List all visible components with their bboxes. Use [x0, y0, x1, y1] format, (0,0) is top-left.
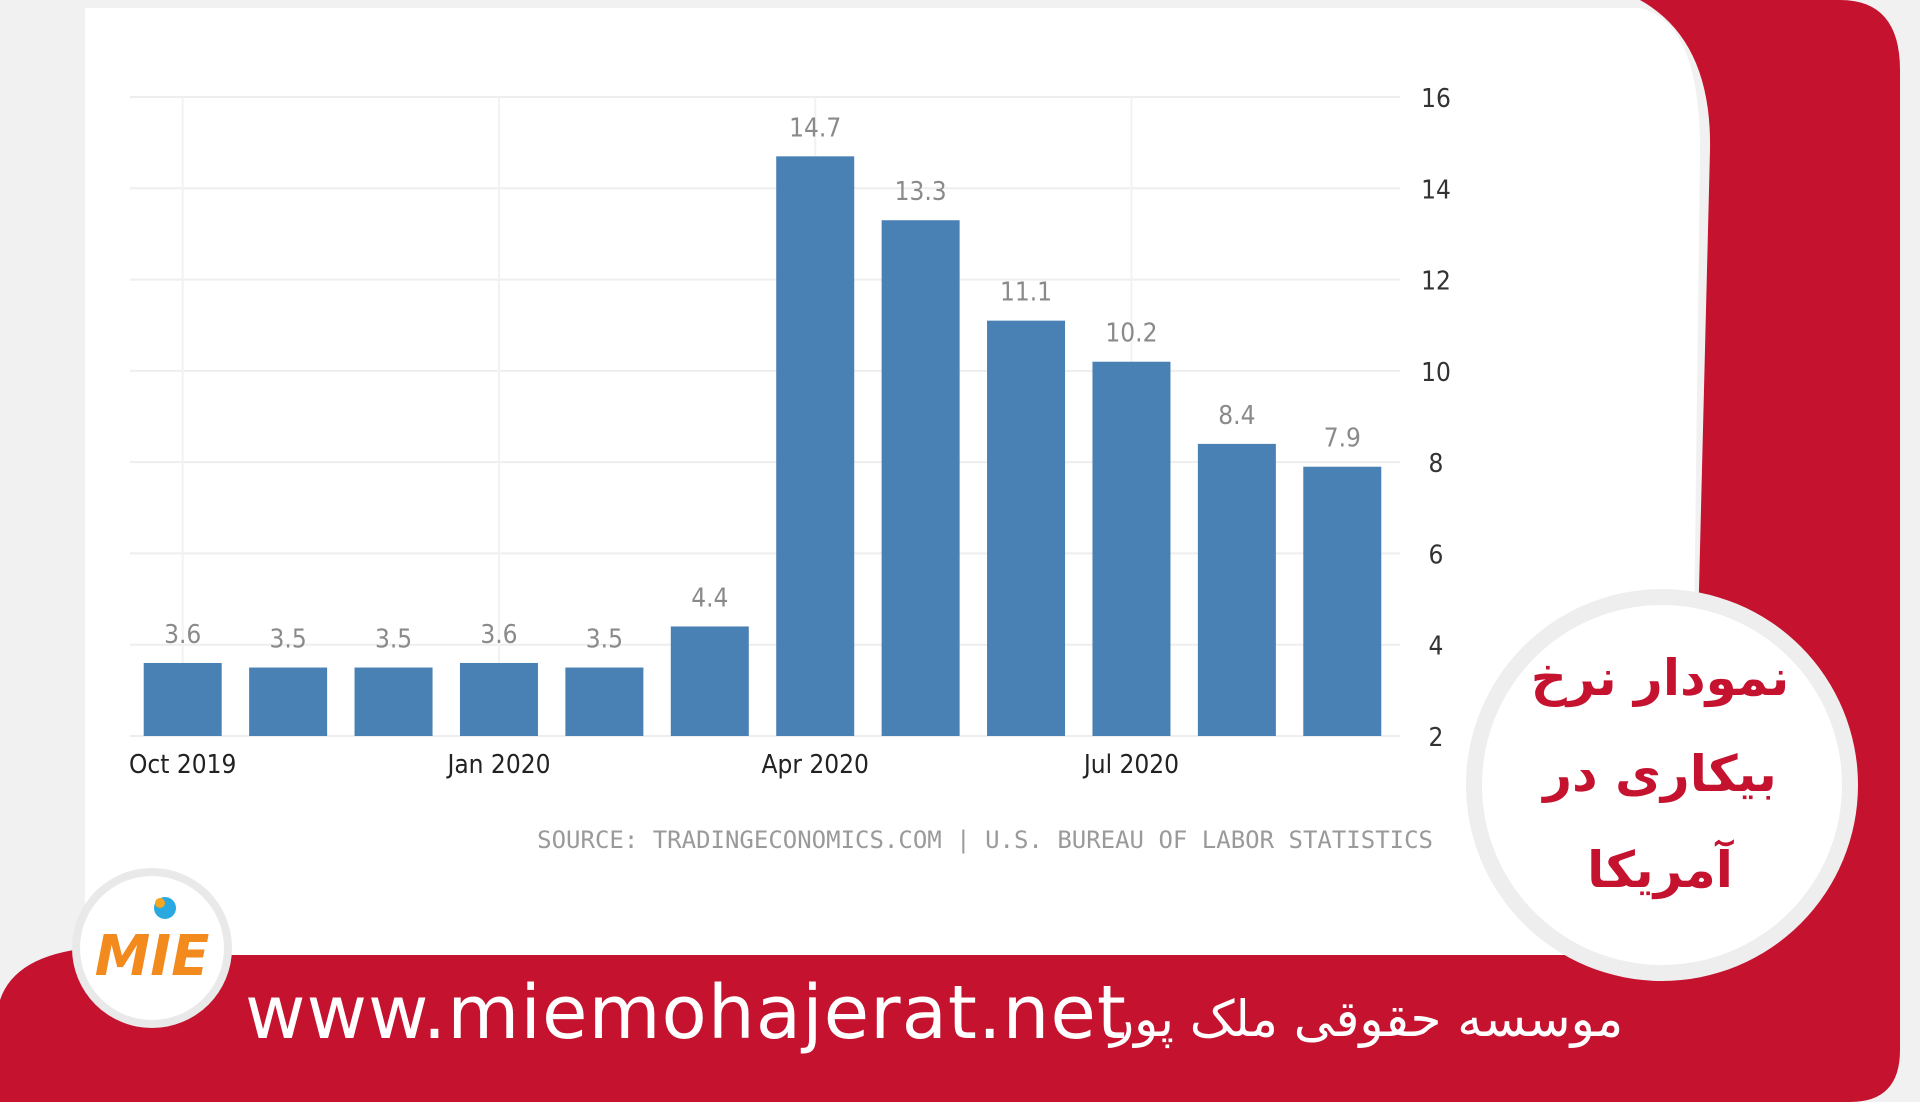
y-tick-label: 12: [1421, 267, 1451, 297]
x-tick-label: Jan 2020: [445, 750, 550, 780]
bar-value-label: 8.4: [1218, 401, 1255, 431]
badge-inner-circle: [1482, 605, 1842, 965]
bar: [565, 667, 644, 736]
y-tick-label: 14: [1421, 175, 1451, 205]
bar-value-label: 11.1: [1000, 278, 1052, 308]
bar: [1092, 361, 1171, 736]
y-tick-label: 2: [1429, 723, 1444, 753]
x-tick-label: Oct 2019: [129, 750, 236, 780]
badge-title-line-3: آمریکا: [1587, 841, 1733, 899]
website-url: www.miemohajerat.net: [245, 970, 1127, 1056]
bar-value-label: 10.2: [1105, 319, 1157, 349]
logo-letters: MIE: [95, 924, 210, 989]
bar-value-label: 3.6: [480, 620, 517, 650]
value-labels-group: 3.6 3.5 3.5 3.6 3.5 4.4 14.7 13.3 11.1 10.2 8.4 7.9: [164, 113, 1361, 654]
bar-value-label: 4.4: [691, 583, 728, 613]
bar: [249, 667, 328, 736]
bar-value-label: 3.5: [586, 625, 623, 655]
y-tick-label: 10: [1421, 358, 1451, 388]
badge-title-line-1: نمودار نرخ: [1530, 649, 1790, 707]
x-tick-label: Jul 2020: [1082, 750, 1179, 780]
bar-value-label: 7.9: [1324, 424, 1361, 454]
bar: [459, 662, 538, 736]
y-tick-label: 4: [1429, 632, 1444, 662]
y-tick-label: 8: [1429, 449, 1444, 479]
bar: [1197, 443, 1276, 736]
bar: [776, 156, 855, 737]
bar: [881, 220, 960, 736]
bar-value-label: 13.3: [895, 177, 947, 207]
y-tick-labels-group: 2 4 6 8 10 12 14 16: [1421, 84, 1451, 753]
bar-value-label: 3.5: [270, 625, 307, 655]
mie-logo-icon: MIE: [72, 868, 232, 1028]
bar: [143, 662, 222, 736]
bars-group: [143, 156, 1382, 737]
bar-value-label: 3.6: [164, 620, 201, 650]
organization-name: موسسه حقوقی ملک پور: [1110, 990, 1624, 1048]
bar: [670, 626, 749, 736]
y-tick-label: 6: [1429, 540, 1444, 570]
bar: [354, 667, 433, 736]
badge-title: نمودار نرخ بیکاری در آمریکا: [1480, 630, 1840, 918]
bar-value-label: 14.7: [789, 113, 841, 143]
bar: [1303, 466, 1382, 736]
source-text: SOURCE: TRADINGECONOMICS.COM | U.S. BURE…: [537, 826, 1433, 854]
bar: [987, 320, 1066, 736]
badge-title-line-2: بیکاری در: [1543, 745, 1777, 803]
y-tick-label: 16: [1421, 84, 1451, 114]
bar-value-label: 3.5: [375, 625, 412, 655]
x-tick-label: Apr 2020: [762, 750, 869, 780]
x-tick-labels-group: Oct 2019 Jan 2020 Apr 2020 Jul 2020: [129, 750, 1179, 780]
